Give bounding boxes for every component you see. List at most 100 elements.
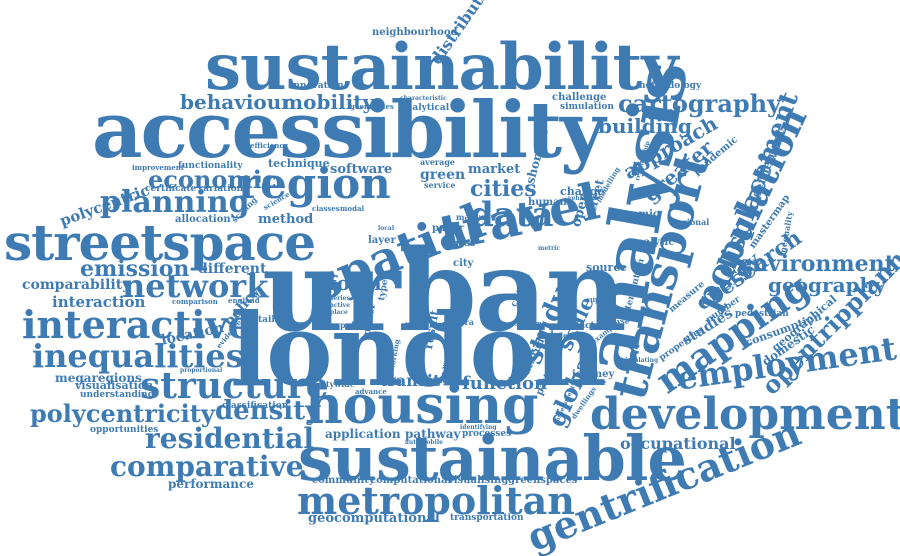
- word-vehicular: vehicular: [568, 195, 600, 202]
- word-public: public: [340, 320, 368, 330]
- word-service: service: [424, 180, 456, 190]
- word-price: price: [314, 282, 340, 292]
- word-proportional: proportional: [180, 367, 223, 374]
- word-variation: variation: [198, 184, 244, 194]
- word-mobility: mobility: [282, 90, 375, 114]
- word-metropolitan: metropolitan: [297, 478, 575, 523]
- word-streetspace: streetspace: [4, 213, 316, 272]
- word-flexible: flexible: [558, 331, 587, 340]
- word-geocomputational: geocomputational: [308, 511, 440, 526]
- word-response: response: [566, 377, 607, 387]
- word-modal: modal: [340, 204, 365, 213]
- word-geography: geography: [768, 273, 886, 297]
- word-network: network: [122, 267, 269, 305]
- word-citywide: citywide: [318, 379, 355, 389]
- word-occupational: occupational: [620, 434, 736, 453]
- word-methodology: methodology: [636, 81, 702, 91]
- word-functionality: functionality: [178, 161, 243, 171]
- word-cities: cities: [470, 176, 537, 202]
- word-place: place: [330, 309, 348, 316]
- word-system: system: [515, 319, 543, 328]
- word-method: method: [258, 212, 314, 227]
- word-software: software: [330, 162, 393, 177]
- word-many: many: [456, 212, 481, 222]
- word-greenspaces: greenspaces: [508, 475, 578, 486]
- word-housing: housing: [305, 375, 539, 436]
- word-pathway: pathway: [405, 427, 461, 441]
- word-simulation: simulation: [560, 102, 614, 112]
- word-interaction: interaction: [52, 293, 146, 311]
- word-visualising: visualising: [448, 475, 509, 486]
- word-support: support: [586, 295, 617, 304]
- word-community: community: [312, 475, 375, 486]
- word-certificate: certificate: [145, 184, 197, 194]
- word-geometries: geometries: [350, 102, 394, 111]
- word-sustainability: sustainability: [205, 30, 678, 105]
- word-impact: impact: [560, 321, 595, 331]
- word-insight: insight: [426, 375, 458, 385]
- word-comparability: comparability: [22, 277, 131, 293]
- word-structure: structure: [140, 365, 329, 407]
- word-data: data: [470, 195, 554, 235]
- word-change: change: [560, 185, 605, 198]
- word-visualisation: visualisation: [75, 379, 154, 392]
- word-analytical: analytical: [400, 103, 450, 113]
- word-classes: classes: [312, 204, 340, 213]
- word-interactive: interactive: [22, 302, 252, 347]
- word-active: active: [330, 302, 350, 309]
- word-sustainable: sustainable: [298, 422, 687, 495]
- word-average: average: [420, 157, 456, 167]
- word-market: market: [468, 162, 521, 177]
- word-journey: journey: [572, 369, 615, 380]
- word-path: path: [405, 319, 426, 329]
- word-local: local: [378, 225, 395, 232]
- word-density: density: [215, 396, 321, 426]
- word-economic: economic: [148, 165, 277, 194]
- word-innovation: innovation: [290, 81, 344, 91]
- word-simulating: simulating: [622, 357, 659, 364]
- word-characteristic: characteristic: [400, 95, 447, 102]
- word-city: city: [453, 258, 474, 269]
- word-green: green: [420, 167, 466, 183]
- word-series: series: [330, 295, 350, 302]
- word-function: function: [462, 373, 548, 394]
- word-application: application: [325, 427, 401, 441]
- word-challenge: challenge: [552, 92, 607, 103]
- word-transit: transit: [380, 371, 441, 390]
- word-england: england: [228, 296, 260, 305]
- word-efficiency: efficiency: [250, 141, 288, 150]
- word-area: area: [453, 239, 476, 249]
- word-planning: planning: [100, 185, 250, 220]
- word-comparative: comparative: [110, 450, 304, 483]
- word-transportation: transportation: [450, 513, 524, 523]
- word-behaviour: behaviour: [180, 90, 292, 114]
- word-regional: regional: [672, 217, 710, 227]
- word-allocation: allocation: [175, 214, 231, 225]
- word-improvement: improvement: [132, 163, 185, 172]
- word-paper: paper: [432, 223, 465, 234]
- word-computational: computational: [370, 475, 452, 486]
- word-cartography: cartography: [618, 89, 782, 118]
- word-environment: environment: [738, 251, 895, 277]
- word-london: london: [230, 291, 607, 409]
- word-human: human: [528, 197, 567, 208]
- word-form: form: [328, 271, 382, 295]
- word-residential: residential: [145, 422, 315, 455]
- word-technique: technique: [268, 157, 330, 170]
- word-emission: emission: [80, 256, 190, 282]
- word-dynamic: dynamic: [612, 209, 660, 220]
- word-belt: belt: [446, 329, 460, 336]
- word-comparison: comparison: [172, 297, 218, 306]
- word-opportunities: opportunities: [90, 425, 159, 435]
- word-urban: urban: [262, 226, 627, 357]
- word-development: development: [590, 389, 900, 440]
- word-automobile: automobile: [405, 439, 443, 446]
- word-different: different: [198, 261, 267, 277]
- word-polycentricity: polycentricity: [30, 399, 215, 428]
- word-understanding: understanding: [80, 390, 154, 400]
- word-megaregions: megaregions: [55, 371, 142, 385]
- word-metric: metric: [538, 245, 561, 252]
- word-classification: classification: [222, 401, 289, 411]
- word-analytic: analytic: [630, 237, 675, 248]
